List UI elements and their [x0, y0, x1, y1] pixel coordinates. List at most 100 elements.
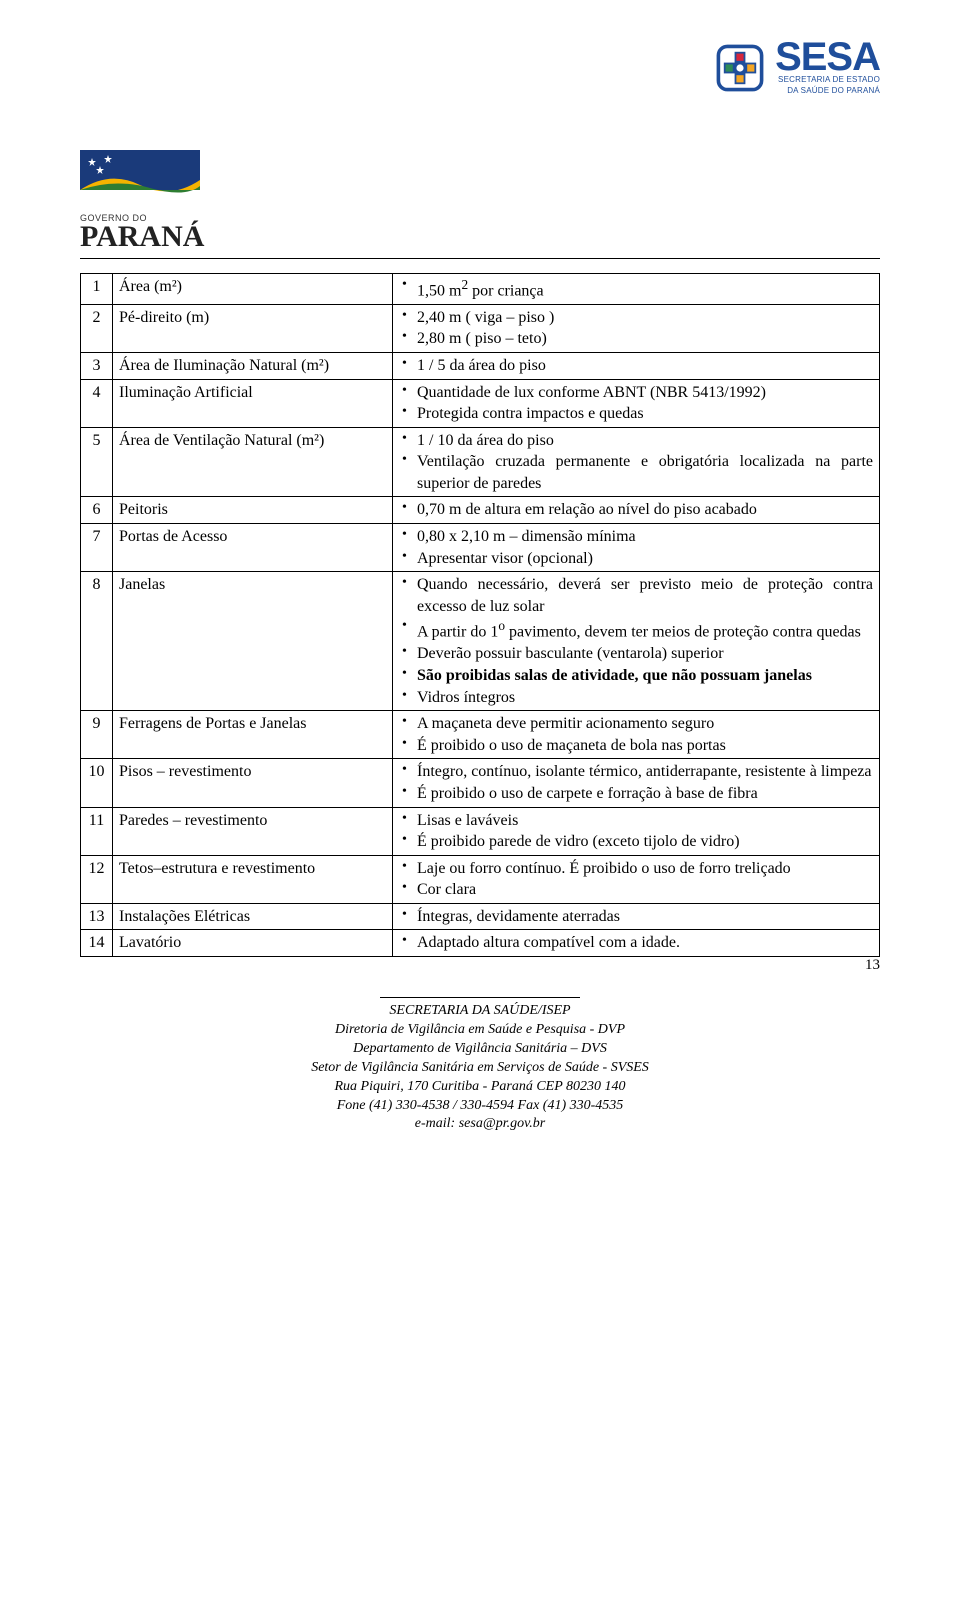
row-values: 1 / 5 da área do piso: [393, 352, 880, 379]
row-number: 2: [81, 304, 113, 352]
document-page: SESA SECRETARIA DE ESTADO DA SAÚDE DO PA…: [0, 0, 960, 1617]
table-row: 1Área (m²)1,50 m2 por criança: [81, 273, 880, 304]
bullet-item: São proibidas salas de atividade, que nã…: [399, 665, 873, 687]
bullet-item: Cor clara: [399, 879, 873, 901]
row-label: Portas de Acesso: [113, 524, 393, 572]
row-number: 5: [81, 427, 113, 497]
row-label: Janelas: [113, 572, 393, 711]
bullet-item: Apresentar visor (opcional): [399, 548, 873, 570]
bullet-item: Laje ou forro contínuo. É proibido o uso…: [399, 858, 873, 880]
table-row: 14Lavatório Adaptado altura compatível co…: [81, 930, 880, 957]
bullet-item: 2,80 m ( piso – teto): [399, 328, 873, 350]
bullet-item: Quantidade de lux conforme ABNT (NBR 541…: [399, 382, 873, 404]
bullet-item: 1,50 m2 por criança: [399, 276, 873, 302]
bullet-item: Lisas e laváveis: [399, 810, 873, 832]
bullet-item: Adaptado altura compatível com a idade.: [399, 932, 873, 954]
row-label: Peitoris: [113, 497, 393, 524]
table-row: 10Pisos – revestimento Íntegro, contínuo,…: [81, 759, 880, 807]
row-label: Pisos – revestimento: [113, 759, 393, 807]
row-values: 1,50 m2 por criança: [393, 273, 880, 304]
header: SESA SECRETARIA DE ESTADO DA SAÚDE DO PA…: [80, 40, 880, 100]
row-label: Área de Ventilação Natural (m²): [113, 427, 393, 497]
bullet-item: Ventilação cruzada permanente e obrigató…: [399, 451, 873, 494]
bullet-item: 2,40 m ( viga – piso ): [399, 307, 873, 329]
row-label: Ferragens de Portas e Janelas: [113, 711, 393, 759]
requirements-table: 1Área (m²)1,50 m2 por criança2Pé-direito…: [80, 273, 880, 957]
table-row: 13Instalações Elétricas Íntegras, devidam…: [81, 903, 880, 930]
footer-line: Departamento de Vigilância Sanitária – D…: [80, 1040, 880, 1059]
row-label: Pé-direito (m): [113, 304, 393, 352]
row-number: 3: [81, 352, 113, 379]
table-row: 5Área de Ventilação Natural (m²)1 / 10 d…: [81, 427, 880, 497]
table-row: 9Ferragens de Portas e Janelas A maçaneta…: [81, 711, 880, 759]
row-values: Laje ou forro contínuo. É proibido o uso…: [393, 855, 880, 903]
sesa-name: SESA: [775, 40, 880, 74]
row-number: 4: [81, 379, 113, 427]
row-number: 14: [81, 930, 113, 957]
bullet-item: Deverão possuir basculante (ventarola) s…: [399, 643, 873, 665]
row-values: Íntegras, devidamente aterradas: [393, 903, 880, 930]
bullet-item: 1 / 10 da área do piso: [399, 430, 873, 452]
bullet-item: É proibido o uso de maçaneta de bola nas…: [399, 735, 873, 757]
row-values: Adaptado altura compatível com a idade.: [393, 930, 880, 957]
row-label: Área (m²): [113, 273, 393, 304]
bullet-item: Quando necessário, deverá ser previsto m…: [399, 574, 873, 617]
bullet-item: A partir do 1o pavimento, devem ter meio…: [399, 617, 873, 643]
row-values: Íntegro, contínuo, isolante térmico, ant…: [393, 759, 880, 807]
row-label: Instalações Elétricas: [113, 903, 393, 930]
table-row: 2Pé-direito (m)2,40 m ( viga – piso )2,8…: [81, 304, 880, 352]
row-values: 2,40 m ( viga – piso )2,80 m ( piso – te…: [393, 304, 880, 352]
bullet-item: É proibido o uso de carpete e forração à…: [399, 783, 873, 805]
sesa-sub2: DA SAÚDE DO PARANÁ: [775, 87, 880, 96]
row-values: Lisas e laváveisÉ proibido parede de vid…: [393, 807, 880, 855]
bullet-item: Protegida contra impactos e quedas: [399, 403, 873, 425]
table-row: 6Peitoris0,70 m de altura em relação ao …: [81, 497, 880, 524]
row-label: Tetos–estrutura e revestimento: [113, 855, 393, 903]
bullet-item: É proibido parede de vidro (exceto tijol…: [399, 831, 873, 853]
table-row: 11Paredes – revestimentoLisas e laváveis…: [81, 807, 880, 855]
row-number: 9: [81, 711, 113, 759]
bullet-item: Vidros íntegros: [399, 687, 873, 709]
footer-line: e-mail: sesa@pr.gov.br: [80, 1115, 880, 1134]
table-row: 8JanelasQuando necessário, deverá ser pr…: [81, 572, 880, 711]
parana-logo: GOVERNO DO PARANÁ: [80, 150, 880, 250]
footer-line: Setor de Vigilância Sanitária em Serviço…: [80, 1059, 880, 1078]
row-values: 0,70 m de altura em relação ao nível do …: [393, 497, 880, 524]
footer-line: Diretoria de Vigilância em Saúde e Pesqu…: [80, 1021, 880, 1040]
header-separator: [80, 258, 880, 259]
bullet-item: Íntegro, contínuo, isolante térmico, ant…: [399, 761, 873, 783]
page-number: 13: [865, 957, 880, 974]
table-row: 7Portas de Acesso0,80 x 2,10 m – dimensã…: [81, 524, 880, 572]
bullet-item: Íntegras, devidamente aterradas: [399, 906, 873, 928]
bullet-item: 1 / 5 da área do piso: [399, 355, 873, 377]
bullet-item: 0,80 x 2,10 m – dimensão mínima: [399, 526, 873, 548]
table-row: 3Área de Iluminação Natural (m²) 1 / 5 da…: [81, 352, 880, 379]
footer-line: Fone (41) 330-4538 / 330-4594 Fax (41) 3…: [80, 1097, 880, 1116]
sesa-sub1: SECRETARIA DE ESTADO: [775, 76, 880, 85]
row-values: 1 / 10 da área do pisoVentilação cruzada…: [393, 427, 880, 497]
row-number: 10: [81, 759, 113, 807]
bullet-item: 0,70 m de altura em relação ao nível do …: [399, 499, 873, 521]
row-label: Lavatório: [113, 930, 393, 957]
row-number: 1: [81, 273, 113, 304]
sesa-logo: SESA SECRETARIA DE ESTADO DA SAÚDE DO PA…: [713, 40, 880, 100]
table-row: 4Iluminação Artificial Quantidade de lux …: [81, 379, 880, 427]
row-values: 0,80 x 2,10 m – dimensão mínimaApresenta…: [393, 524, 880, 572]
table-row: 12Tetos–estrutura e revestimentoLaje ou …: [81, 855, 880, 903]
sesa-cross-icon: [713, 41, 767, 95]
row-number: 8: [81, 572, 113, 711]
footer-line: SECRETARIA DA SAÚDE/ISEP: [80, 1002, 880, 1021]
parana-flag-icon: [80, 150, 260, 210]
row-label: Área de Iluminação Natural (m²): [113, 352, 393, 379]
row-values: A maçaneta deve permitir acionamento seg…: [393, 711, 880, 759]
footer: SECRETARIA DA SAÚDE/ISEP Diretoria de Vi…: [80, 997, 880, 1134]
row-label: Iluminação Artificial: [113, 379, 393, 427]
row-number: 13: [81, 903, 113, 930]
bullet-item: A maçaneta deve permitir acionamento seg…: [399, 713, 873, 735]
row-number: 11: [81, 807, 113, 855]
row-label: Paredes – revestimento: [113, 807, 393, 855]
footer-line: Rua Piquiri, 170 Curitiba - Paraná CEP 8…: [80, 1078, 880, 1097]
parana-state: PARANÁ: [80, 223, 880, 250]
row-values: Quantidade de lux conforme ABNT (NBR 541…: [393, 379, 880, 427]
row-number: 7: [81, 524, 113, 572]
